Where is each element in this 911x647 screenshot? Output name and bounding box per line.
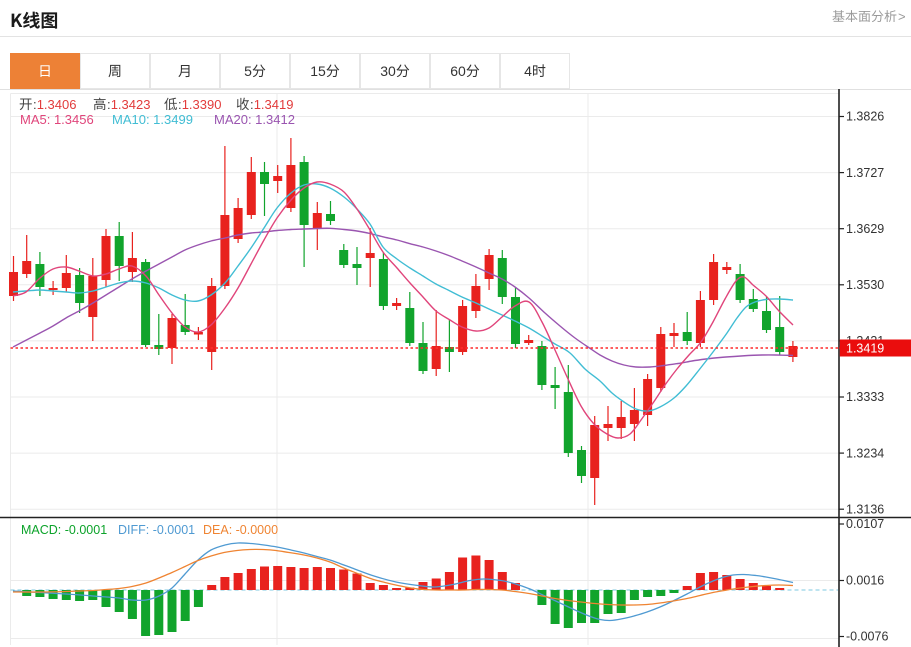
svg-text:>: > [898,9,906,24]
svg-text:MA10: 1.3499: MA10: 1.3499 [112,112,193,127]
svg-text:1.3390: 1.3390 [182,97,222,112]
svg-text:-0.0076: -0.0076 [846,630,888,644]
svg-text:MA20: 1.3412: MA20: 1.3412 [214,112,295,127]
svg-text:1.3419: 1.3419 [254,97,294,112]
svg-text:1.3419: 1.3419 [846,342,884,356]
svg-text:15: 15 [310,63,326,79]
svg-text:1.3727: 1.3727 [846,166,884,180]
svg-text:MA5: 1.3456: MA5: 1.3456 [20,112,94,127]
svg-text:MACD: -0.0001: MACD: -0.0001 [21,523,107,537]
svg-text:1.3530: 1.3530 [846,278,884,292]
svg-text:1.3629: 1.3629 [846,222,884,236]
svg-text:1.3423: 1.3423 [111,97,151,112]
svg-text::: : [250,97,254,112]
svg-text::: : [107,97,111,112]
svg-text:1.3333: 1.3333 [846,390,884,404]
svg-text:DIFF: -0.0001: DIFF: -0.0001 [118,523,195,537]
svg-text:1.3406: 1.3406 [37,97,77,112]
svg-text:4: 4 [524,63,532,79]
svg-text:5: 5 [244,63,252,79]
svg-text:30: 30 [380,63,396,79]
svg-text:1.3136: 1.3136 [846,502,884,516]
svg-text:60: 60 [450,63,466,79]
svg-text:DEA: -0.0000: DEA: -0.0000 [203,523,278,537]
svg-text::: : [33,97,37,112]
svg-text:0.0016: 0.0016 [846,574,884,588]
svg-text::: : [178,97,182,112]
svg-text:0.0107: 0.0107 [846,517,884,531]
svg-text:1.3826: 1.3826 [846,110,884,124]
svg-text:1.3234: 1.3234 [846,446,884,460]
